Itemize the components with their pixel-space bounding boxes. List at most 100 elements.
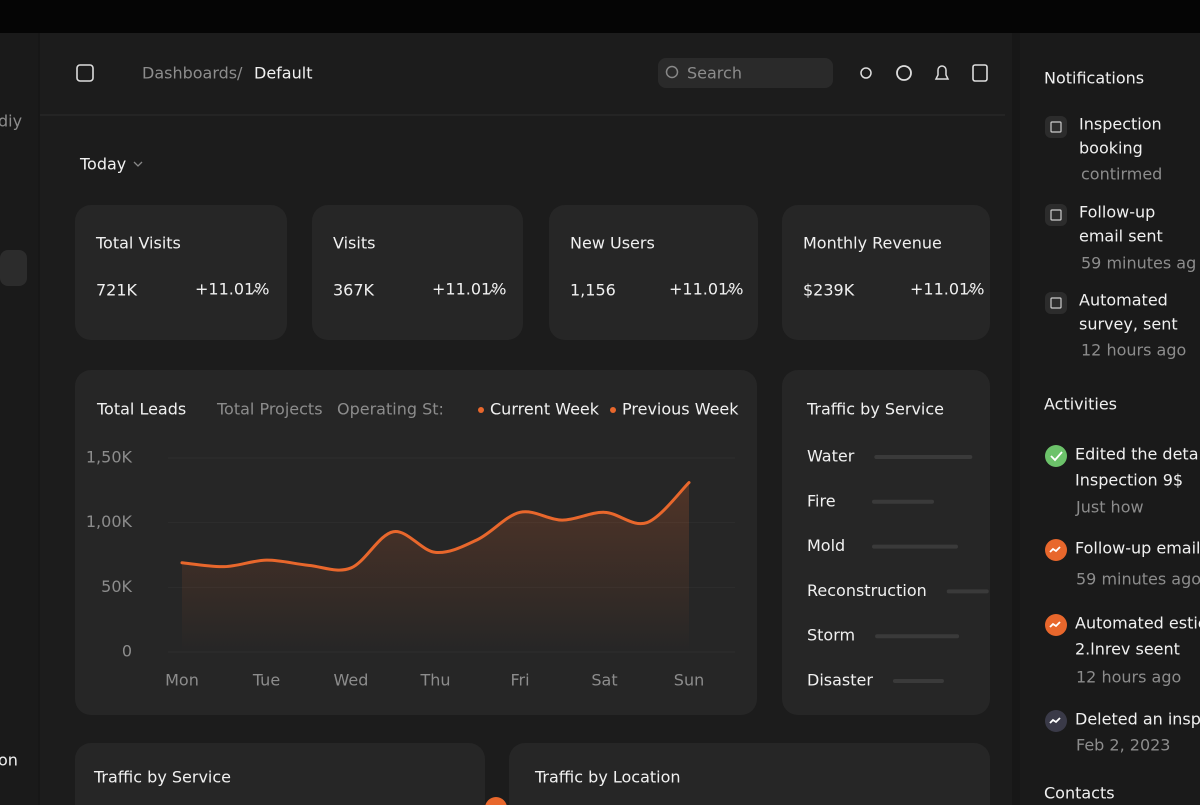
trend-icon <box>251 286 261 295</box>
stat-label: Visits <box>333 234 375 253</box>
stat-value: 1,156 <box>570 281 616 300</box>
breadcrumb-separator: / <box>237 64 243 83</box>
bottom-card <box>509 743 990 805</box>
service-bar <box>872 499 934 504</box>
notification-text[interactable]: email sent <box>1079 227 1163 246</box>
filter-chevron[interactable] <box>133 161 143 167</box>
left-sidebar <box>0 33 38 805</box>
search-placeholder: Search <box>687 64 742 83</box>
stat-change: +11.01% <box>910 280 984 299</box>
x-tick-label: Fri <box>510 671 529 690</box>
stat-label: New Users <box>570 234 655 253</box>
card-title: Traffic by Service <box>93 768 231 787</box>
x-tick-label: Sat <box>591 671 617 690</box>
line-area <box>182 482 689 652</box>
notification-text[interactable]: Automated <box>1079 291 1168 310</box>
trend-icon <box>725 286 735 295</box>
y-tick-label: 50K <box>101 577 132 596</box>
service-label: Reconstruction <box>807 581 927 600</box>
panel-heading: Contacts <box>1044 784 1115 803</box>
x-tick-label: Mon <box>165 671 199 690</box>
stat-change: +11.01% <box>432 280 506 299</box>
notification-time: 12 hours ago <box>1081 341 1186 360</box>
activity-text[interactable]: Deleted an insp <box>1075 710 1200 729</box>
activity-time: Feb 2, 2023 <box>1076 736 1170 755</box>
stat-card <box>75 205 287 340</box>
activity-time: 59 minutes ago <box>1076 570 1200 589</box>
notification-text[interactable]: survey, sent <box>1079 315 1178 334</box>
line-series <box>180 481 691 572</box>
activity-text[interactable]: Follow-up email <box>1075 539 1200 558</box>
card-title: Traffic by Location <box>534 768 681 787</box>
sidebar-label: diy <box>0 112 22 131</box>
stat-card <box>312 205 523 340</box>
y-tick-label: 1,00K <box>86 512 133 531</box>
search-box[interactable] <box>658 58 833 88</box>
sidebar-label: on <box>0 751 18 770</box>
notification-text[interactable]: Follow-up <box>1079 203 1155 222</box>
stat-label: Monthly Revenue <box>803 234 942 253</box>
stat-change: +11.01% <box>195 280 269 299</box>
service-bar <box>892 679 944 683</box>
right-panel <box>1020 33 1200 805</box>
legend-dot <box>478 407 484 413</box>
x-tick-label: Sun <box>674 671 704 690</box>
notification-icon <box>1045 204 1067 226</box>
notification-time: 59 minutes ag <box>1081 254 1196 273</box>
sidebar-toggle[interactable] <box>76 64 94 82</box>
activity-text[interactable]: Inspection 9$ <box>1075 471 1183 490</box>
panel-toggle[interactable] <box>972 64 988 82</box>
service-label: Mold <box>807 536 845 555</box>
activity-glyph <box>1050 451 1063 462</box>
trend-icon <box>488 286 498 295</box>
theme-toggle[interactable] <box>860 67 872 79</box>
notification-icon <box>1045 292 1067 314</box>
service-label: Disaster <box>807 671 873 690</box>
activity-glyph <box>1049 717 1061 724</box>
stat-value: 367K <box>333 281 375 300</box>
decoration-dot <box>485 797 507 805</box>
activity-glyph <box>1049 546 1061 553</box>
sidebar-item[interactable] <box>0 250 27 286</box>
activity-time: 12 hours ago <box>1076 668 1181 687</box>
chart-tab[interactable]: Total Projects <box>216 400 323 419</box>
chart-tab[interactable]: Operating St: <box>337 400 444 419</box>
activity-text[interactable]: Edited the detai <box>1075 445 1200 464</box>
stat-card <box>782 205 990 340</box>
bottom-card <box>75 743 485 805</box>
activity-text[interactable]: Automated estic <box>1075 614 1200 633</box>
service-bar <box>946 589 989 594</box>
date-filter[interactable]: Today <box>79 155 126 174</box>
service-bar <box>872 544 958 549</box>
activity-text[interactable]: 2.lnrev seent <box>1075 640 1180 659</box>
notification-text[interactable]: booking <box>1079 139 1143 158</box>
legend-dot <box>610 407 616 413</box>
breadcrumb-link[interactable]: Dashboards <box>142 64 237 83</box>
history-button[interactable] <box>896 65 912 81</box>
notifications-button[interactable] <box>934 65 950 80</box>
notification-glyph <box>1050 209 1062 221</box>
breadcrumb-current: Default <box>254 64 312 83</box>
service-bar <box>874 455 973 459</box>
chart-tab-active[interactable]: Total Leads <box>96 400 186 419</box>
y-tick-label: 1,50K <box>86 448 133 467</box>
notification-text[interactable]: Inspection <box>1079 115 1162 134</box>
panel-heading: Activities <box>1044 395 1117 414</box>
legend-label: Current Week <box>490 400 600 419</box>
stat-label: Total Visits <box>95 234 181 253</box>
x-tick-label: Wed <box>334 671 369 690</box>
stat-card <box>549 205 758 340</box>
panel-heading: Notifications <box>1044 69 1144 88</box>
search-icon <box>665 65 679 79</box>
stat-change: +11.01% <box>669 280 743 299</box>
activity-time: Just how <box>1075 498 1144 517</box>
stat-value: $239K <box>803 281 855 300</box>
y-tick-label: 0 <box>122 642 132 661</box>
x-tick-label: Thu <box>419 671 450 690</box>
service-bar <box>875 634 960 639</box>
service-label: Storm <box>807 626 855 645</box>
activity-icon <box>1045 445 1067 467</box>
notification-icon <box>1045 116 1067 138</box>
